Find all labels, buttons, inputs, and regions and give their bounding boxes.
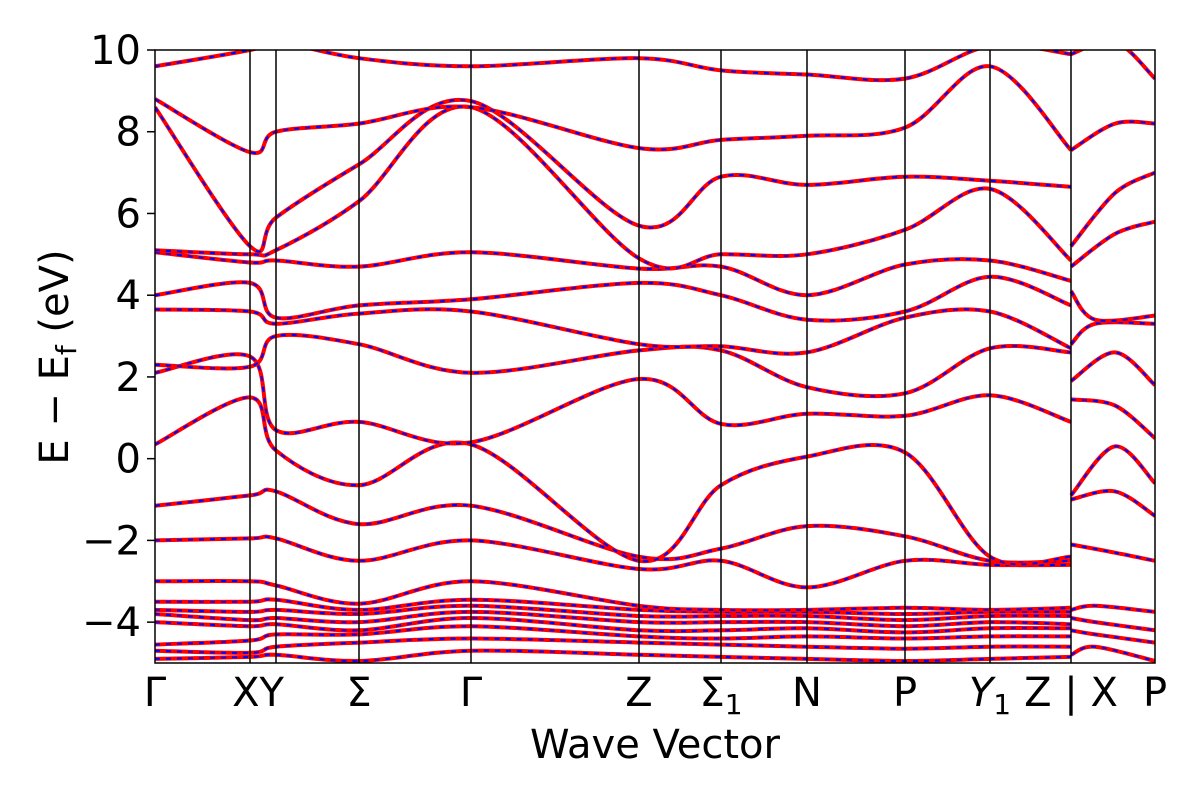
x-tick-label: Z | X bbox=[1024, 670, 1118, 716]
band-line-dashed bbox=[155, 308, 1072, 355]
band-line-solid bbox=[1069, 444, 1155, 497]
band-line-dashed bbox=[1070, 398, 1155, 439]
x-tick-label: Y1 bbox=[969, 670, 1011, 721]
band-line-dashed bbox=[1070, 445, 1155, 497]
x-tick-label: XY bbox=[232, 670, 284, 716]
band-line-solid bbox=[1069, 350, 1155, 387]
y-tick-label: 0 bbox=[116, 437, 141, 483]
bands-layer bbox=[155, 50, 1155, 663]
band-line-dashed bbox=[1070, 171, 1155, 247]
band-line-dashed bbox=[155, 333, 1072, 398]
x-tick-label: Σ1 bbox=[699, 670, 742, 721]
band-line-dashed bbox=[155, 65, 1072, 155]
x-tick-label: Γ bbox=[144, 670, 167, 716]
band-line-solid bbox=[155, 250, 1072, 298]
band-line-dashed bbox=[1070, 645, 1155, 662]
y-tick-label: −4 bbox=[82, 600, 141, 646]
band-line-solid bbox=[1069, 320, 1155, 346]
band-line-solid bbox=[155, 97, 1072, 254]
x-tick-label: Γ bbox=[460, 670, 483, 716]
band-line-dashed bbox=[1070, 629, 1155, 644]
plot-frame bbox=[154, 49, 1156, 664]
y-tick-label: 2 bbox=[116, 355, 141, 401]
kpoint-lines bbox=[249, 50, 1072, 663]
y-tick-label: −2 bbox=[82, 518, 141, 564]
band-line-dashed bbox=[155, 275, 1072, 322]
band-line-solid bbox=[155, 578, 1072, 613]
x-tick-label: P bbox=[1143, 670, 1167, 716]
band-line-solid bbox=[155, 50, 1072, 83]
band-line-solid bbox=[155, 64, 1073, 156]
y-axis-label: E − Ef (eV) bbox=[32, 249, 83, 464]
band-line-solid bbox=[155, 648, 1072, 663]
band-line-dashed bbox=[1070, 604, 1155, 613]
band-line-dashed bbox=[1070, 489, 1155, 517]
band-line-dashed bbox=[155, 396, 1072, 566]
band-line-solid bbox=[1070, 50, 1155, 81]
y-tick-label: 6 bbox=[116, 191, 141, 237]
band-line-dashed bbox=[155, 488, 1072, 564]
band-line-dashed bbox=[155, 50, 1072, 82]
band-line-solid bbox=[155, 487, 1072, 565]
x-tick-label: Σ bbox=[346, 670, 371, 716]
band-line-dashed bbox=[1070, 351, 1155, 386]
band-line-solid bbox=[1069, 289, 1155, 323]
band-line-solid bbox=[155, 636, 1072, 655]
band-line-dashed bbox=[155, 353, 1072, 445]
band-line-dashed bbox=[1070, 321, 1155, 345]
x-tick-label: P bbox=[893, 670, 917, 716]
band-line-dashed bbox=[1070, 220, 1155, 268]
x-tick-label: Z bbox=[625, 670, 652, 716]
y-tick-label: 10 bbox=[90, 28, 141, 74]
band-line-dashed bbox=[1070, 543, 1155, 562]
band-line-dashed bbox=[155, 579, 1072, 612]
y-tick-label: 8 bbox=[116, 110, 141, 156]
band-line-solid bbox=[1069, 119, 1155, 152]
band-line-dashed bbox=[1070, 50, 1155, 80]
band-line-solid bbox=[155, 352, 1072, 446]
band-line-dashed bbox=[1070, 617, 1155, 632]
band-line-solid bbox=[1070, 397, 1155, 440]
x-tick-label: N bbox=[792, 670, 822, 716]
y-tick-label: 4 bbox=[116, 273, 141, 319]
band-line-solid bbox=[1070, 488, 1155, 518]
band-line-dashed bbox=[155, 98, 1072, 253]
y-axis: −4 −2 0 2 4 6 8 10 bbox=[82, 28, 155, 646]
x-axis-label: Wave Vector bbox=[530, 722, 781, 768]
band-line-dashed bbox=[1070, 120, 1155, 151]
x-axis: Γ XY Σ Γ Z Σ1 N P Y1 Z | X P bbox=[144, 670, 1167, 721]
